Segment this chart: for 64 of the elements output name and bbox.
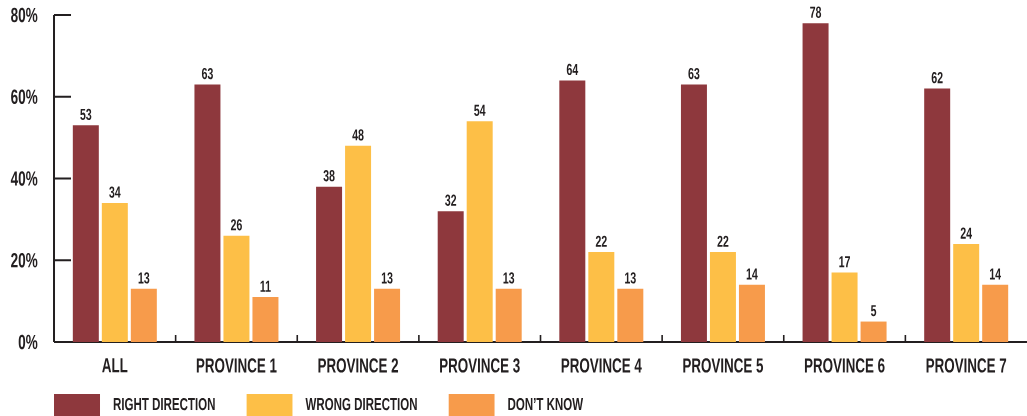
bar — [437, 211, 464, 342]
data-label: 64 — [566, 63, 579, 76]
data-label: 62 — [931, 71, 943, 84]
data-label: 26 — [230, 219, 242, 231]
y-tick-label: 20% — [11, 252, 38, 268]
bar — [345, 145, 372, 342]
bar — [860, 321, 887, 342]
bar — [831, 272, 858, 342]
data-label: 14 — [989, 268, 1001, 280]
bar — [130, 288, 157, 342]
x-tick-label: PROVINCE 5 — [683, 358, 764, 373]
data-label: 22 — [717, 235, 729, 247]
legend-label: RIGHT DIRECTION — [113, 397, 215, 411]
data-label: 32 — [445, 194, 457, 206]
bar — [709, 252, 736, 342]
bar — [72, 125, 99, 342]
legend-label: WRONG DIRECTION — [305, 397, 417, 411]
bar — [680, 84, 707, 342]
y-tick-label: 80% — [11, 7, 38, 23]
bar — [495, 288, 522, 342]
data-label: 38 — [323, 170, 335, 182]
x-tick-label: PROVINCE 3 — [440, 358, 520, 373]
bar — [559, 80, 586, 342]
x-tick-label: PROVINCE 1 — [196, 358, 277, 373]
data-label: 22 — [595, 235, 607, 247]
x-tick-label: PROVINCE 2 — [318, 358, 399, 373]
data-label: 13 — [503, 272, 515, 284]
bar — [374, 288, 401, 342]
data-label: 24 — [960, 227, 972, 239]
x-tick-label: ALL — [102, 358, 128, 373]
bar — [466, 121, 493, 342]
data-label: 13 — [381, 272, 393, 284]
data-label: 13 — [625, 272, 636, 284]
bar — [194, 84, 221, 342]
data-label: 5 — [870, 305, 877, 317]
bar — [252, 297, 279, 342]
bar — [802, 23, 829, 342]
data-label: 63 — [201, 67, 213, 80]
bar — [924, 88, 951, 342]
data-label: 14 — [746, 268, 758, 280]
y-tick-label: 40% — [10, 171, 38, 186]
data-label: 11 — [260, 280, 271, 292]
data-label: 17 — [839, 256, 850, 268]
data-label: 53 — [80, 108, 92, 121]
y-tick-label: 60% — [11, 89, 38, 105]
data-label: 54 — [474, 104, 486, 116]
bar — [223, 235, 250, 342]
x-tick-label: PROVINCE 7 — [926, 358, 1007, 373]
data-label: 78 — [810, 6, 822, 18]
x-tick-label: PROVINCE 6 — [804, 358, 885, 373]
data-label: 48 — [352, 129, 364, 141]
bar — [588, 252, 615, 342]
data-label: 34 — [109, 186, 121, 198]
bar — [738, 284, 765, 342]
y-tick-label: 0% — [18, 334, 38, 350]
bar — [617, 288, 644, 342]
legend-label: DON’T KNOW — [508, 397, 584, 411]
data-label: 13 — [138, 272, 150, 284]
x-tick-label: PROVINCE 4 — [561, 358, 642, 373]
data-label: 63 — [688, 67, 700, 80]
bar — [953, 243, 980, 342]
bar — [982, 284, 1009, 342]
bar — [101, 203, 128, 342]
bar — [316, 186, 343, 342]
